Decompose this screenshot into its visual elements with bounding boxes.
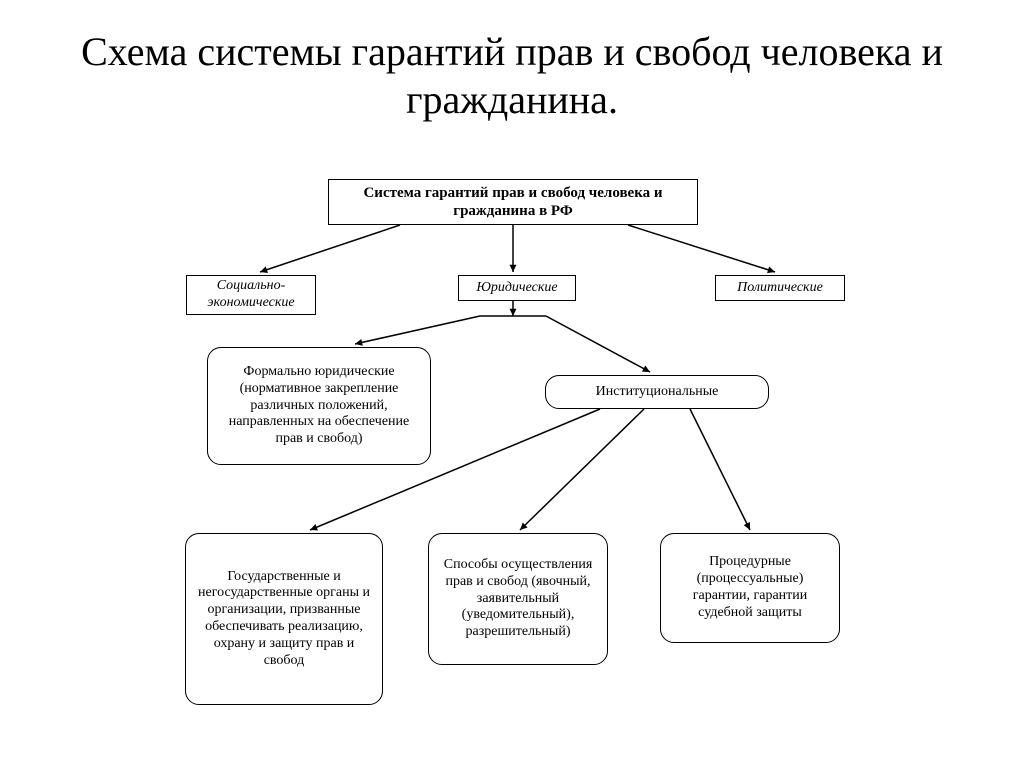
node-formal: Формально юридические (нормативное закре… bbox=[207, 347, 431, 465]
node-state: Государственные и негосударственные орга… bbox=[185, 533, 383, 705]
node-legal: Юридические bbox=[458, 275, 576, 301]
slide: Схема системы гарантий прав и свобод чел… bbox=[0, 0, 1024, 767]
node-institutional: Институциональные bbox=[545, 375, 769, 409]
node-root: Система гарантий прав и свобод человека … bbox=[328, 179, 698, 225]
node-methods: Способы осуществления прав и свобод (яво… bbox=[428, 533, 608, 665]
node-social: Социально-экономические bbox=[186, 275, 316, 315]
node-procedural: Процедурные (процессуальные) гарантии, г… bbox=[660, 533, 840, 643]
diagram-canvas: Система гарантий прав и свобод человека … bbox=[0, 0, 1024, 767]
node-political: Политические bbox=[715, 275, 845, 301]
